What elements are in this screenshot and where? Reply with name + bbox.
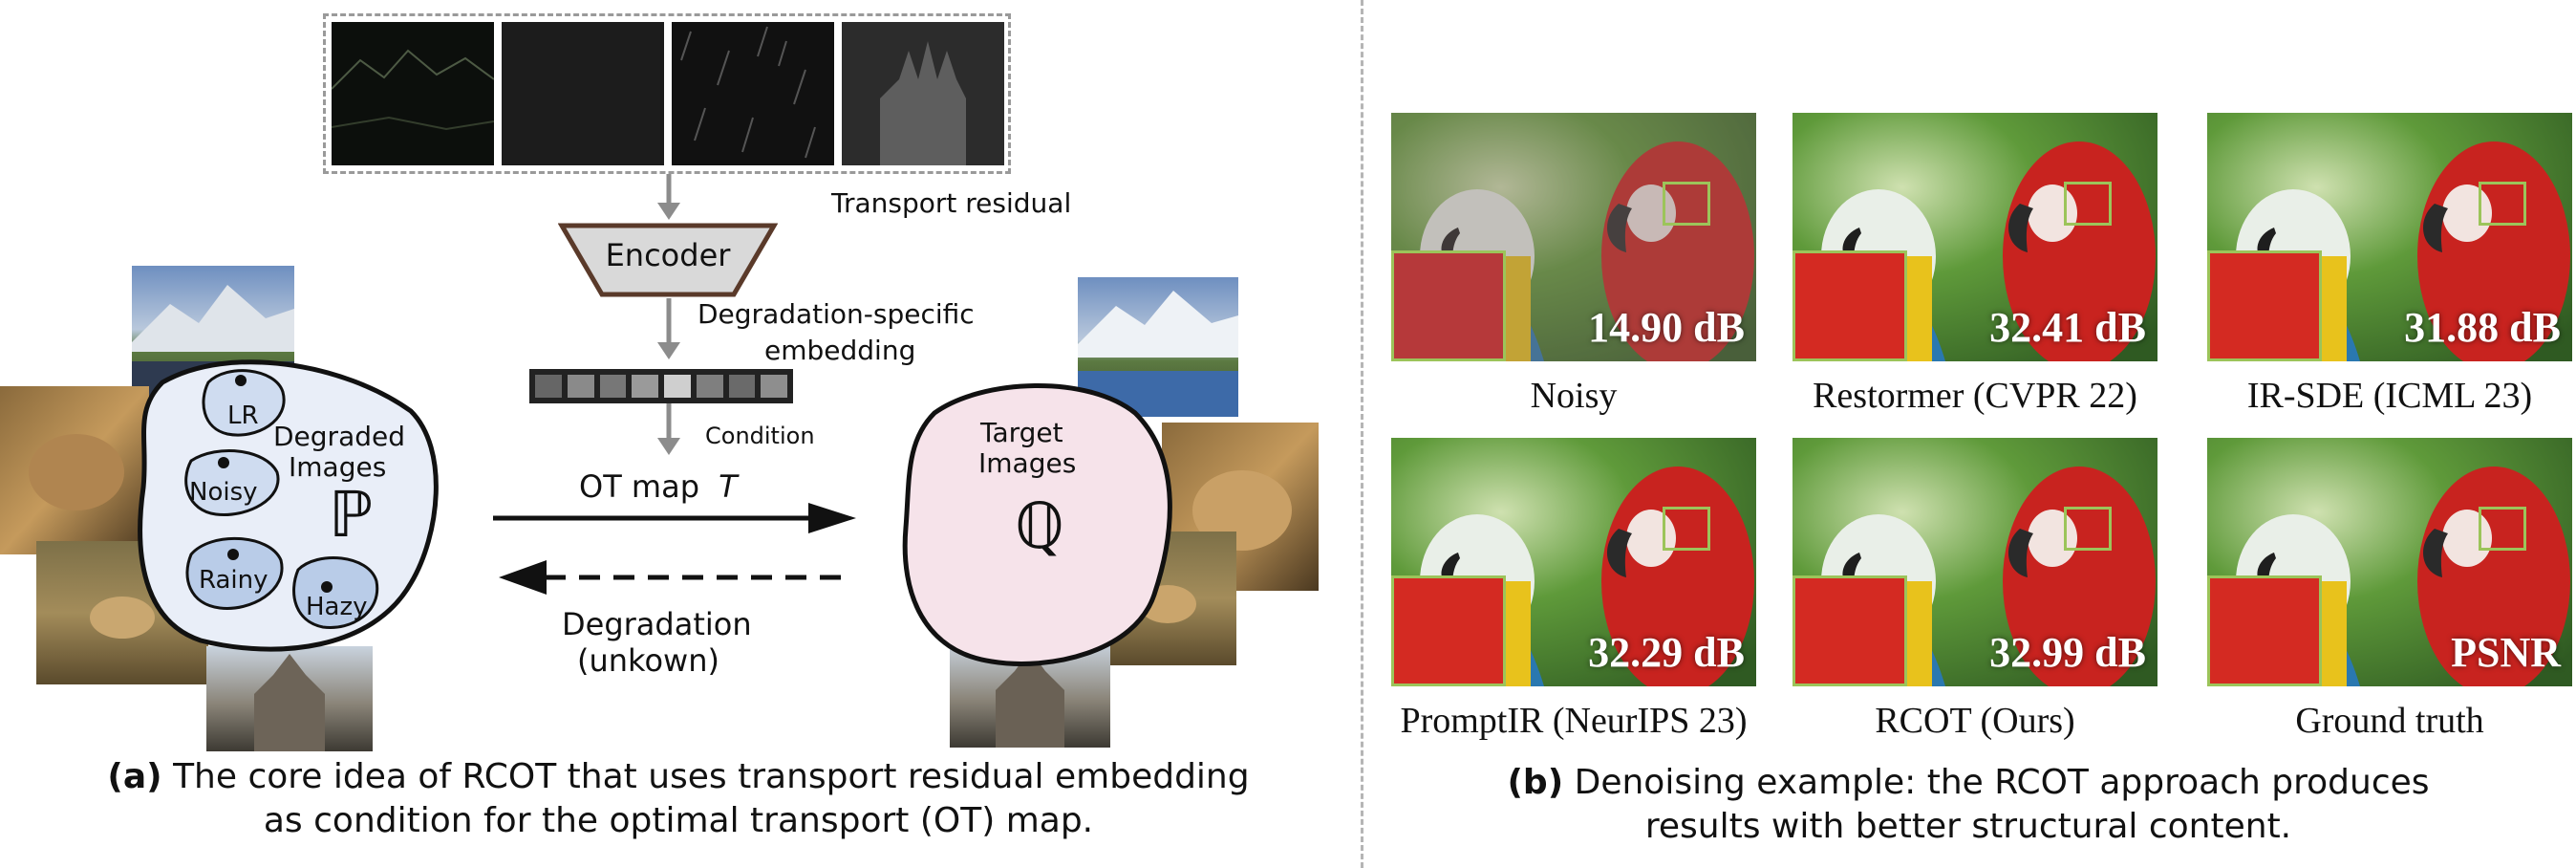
source-image-animal (0, 386, 149, 554)
embedding-label-line2: embedding (764, 335, 916, 366)
cluster-hazy-label: Hazy (306, 593, 368, 621)
encoder-block (558, 223, 778, 297)
zoom-region-box (2064, 507, 2112, 551)
caption-a-line2: as condition for the optimal transport (… (263, 801, 1094, 840)
method-label: RCOT (Ours) (1875, 701, 2075, 741)
zoom-region-box (2064, 182, 2112, 226)
target-blob-title-line2: Images (978, 447, 1077, 479)
degradation-label-line1: Degradation (562, 606, 752, 642)
psnr-value: 32.99 dB (1989, 629, 2146, 676)
zoom-region-box (2479, 182, 2526, 226)
transport-residual-label: Transport residual (831, 187, 1072, 219)
condition-label: Condition (705, 423, 815, 449)
ot-map-symbol: T (719, 468, 738, 505)
psnr-value: 32.41 dB (1989, 304, 2146, 351)
result-image: PSNR (2207, 438, 2572, 686)
source-blob-title-line2: Images (289, 451, 387, 483)
target-distribution-blob (902, 383, 1172, 666)
source-image-church (206, 646, 373, 751)
psnr-value: 31.88 dB (2404, 304, 2561, 351)
parrot-image (1792, 438, 2157, 686)
residual-image-haze (842, 22, 1004, 165)
source-blob-symbol: ℙ (329, 481, 374, 551)
embedding-label-line1: Degradation-specific (698, 298, 975, 330)
zoom-region-box (1663, 507, 1710, 551)
ot-map-label: OT map T (579, 468, 738, 505)
residual-strip (323, 13, 1011, 174)
parrot-image (1391, 438, 1756, 686)
source-blob-title-line1: Degraded (273, 421, 406, 452)
zoom-inset (1792, 575, 1907, 686)
cluster-noisy-label: Noisy (189, 478, 258, 507)
residual-image-lr (332, 22, 494, 165)
result-image: 32.99 dB (1792, 438, 2157, 686)
caption-b-line2: results with better structural content. (1644, 807, 2292, 846)
method-label: Ground truth (2295, 701, 2484, 741)
zoom-region-box (1663, 182, 1710, 226)
method-label: IR-SDE (ICML 23) (2246, 376, 2533, 416)
residual-to-encoder-arrow (657, 174, 680, 220)
degradation-arrow (499, 560, 850, 595)
residual-image-rain (672, 22, 834, 165)
method-label: Restormer (CVPR 22) (1813, 376, 2137, 416)
cluster-hazy (292, 556, 379, 630)
zoom-region-box (2479, 507, 2526, 551)
cluster-rainy (185, 537, 284, 610)
parrot-image (1792, 113, 2157, 361)
psnr-value: 32.29 dB (1588, 629, 1745, 676)
caption-b-prefix: (b) (1507, 763, 1564, 802)
method-label: Noisy (1530, 376, 1618, 416)
caption-b-line1: Denoising example: the RCOT approach pro… (1574, 763, 2430, 802)
zoom-inset (1391, 575, 1506, 686)
cluster-rainy-label: Rainy (199, 566, 268, 595)
target-blob-title-line1: Target (980, 417, 1063, 448)
parrot-image (2207, 113, 2572, 361)
cluster-lr (202, 369, 286, 437)
caption-a-line1: The core idea of RCOT that uses transpor… (173, 757, 1250, 796)
result-image: 31.88 dB (2207, 113, 2572, 361)
method-label: PromptIR (NeurIPS 23) (1400, 701, 1748, 741)
caption-a-prefix: (a) (107, 757, 162, 796)
zoom-inset (1391, 250, 1506, 361)
cluster-noisy (184, 449, 280, 517)
panel-divider (1361, 0, 1363, 868)
result-image: 14.90 dB (1391, 113, 1756, 361)
parrot-image (2207, 438, 2572, 686)
target-blob-symbol: ℚ (1015, 492, 1064, 562)
embedding-vector (529, 369, 793, 403)
ot-map-arrow (493, 503, 856, 533)
zoom-inset (2207, 250, 2322, 361)
result-image: 32.41 dB (1792, 113, 2157, 361)
residual-image-noise (502, 22, 664, 165)
zoom-inset (1792, 250, 1907, 361)
encoder-to-embedding-arrow (657, 298, 680, 359)
cluster-lr-label: LR (227, 401, 259, 430)
psnr-value: PSNR (2451, 629, 2561, 676)
degradation-label-line2: (unkown) (577, 642, 719, 679)
zoom-inset (2207, 575, 2322, 686)
parrot-image (1391, 113, 1756, 361)
caption-b: (b) Denoising example: the RCOT approach… (1433, 761, 2503, 849)
caption-a: (a) The core idea of RCOT that uses tran… (105, 755, 1252, 843)
psnr-value: 14.90 dB (1588, 304, 1745, 351)
embedding-to-condition-arrow (657, 403, 680, 455)
result-image: 32.29 dB (1391, 438, 1756, 686)
encoder-label: Encoder (605, 237, 731, 273)
